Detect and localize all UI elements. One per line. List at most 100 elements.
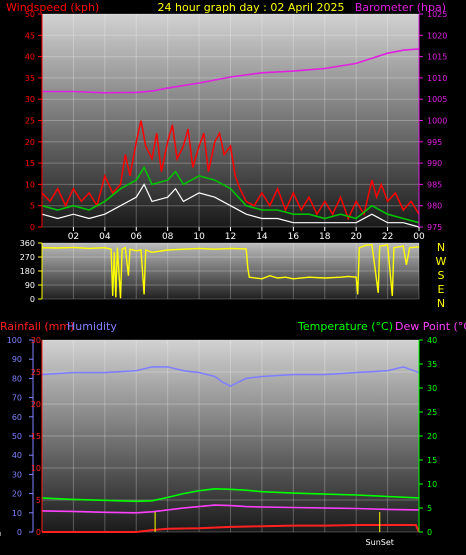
y-right-tick-label: 985: [427, 180, 442, 189]
humidity-tick-label: 0: [17, 528, 22, 537]
x-tick-label: 14: [256, 232, 268, 242]
x-tick-label: 02: [0, 0, 6, 3]
y-right-tick-label: 1015: [427, 53, 447, 62]
y-right-tick-label: 995: [427, 138, 442, 147]
compass-label: W: [436, 255, 447, 268]
temperature-tick-label: 35: [427, 360, 437, 369]
rain-tick-label: 0: [36, 528, 41, 537]
y-left-tick-label: 40: [25, 53, 35, 62]
y-left-tick-label: 30: [25, 95, 35, 104]
x-tick-label: 12: [225, 232, 236, 242]
temperature-tick-label: 10: [427, 480, 437, 489]
rain-tick-label: 5: [36, 496, 41, 505]
x-tick-label: 00: [0, 0, 6, 3]
x-tick-label: 20: [0, 0, 6, 3]
wind-panel-series: [41, 48, 420, 228]
humidity-tick-label: 10: [12, 509, 22, 518]
temperature-tick-label: 30: [427, 384, 437, 393]
humidity-tick-label: 70: [12, 394, 22, 403]
y-left-tick-label: 5: [30, 202, 35, 211]
y-left-tick-label: 25: [25, 117, 35, 126]
humidity-line: [41, 366, 420, 387]
x-tick-label: 04: [0, 0, 6, 3]
sunset-label: SunSet: [366, 538, 394, 547]
rainfall-title: Rainfall (mm): [0, 320, 74, 333]
direction-panel-background: [42, 243, 419, 299]
x-tick-label: 16: [0, 0, 6, 3]
x-tick-label: 14: [0, 0, 6, 3]
y-left-tick-label: 15: [25, 159, 35, 168]
humidity-tick-label: 30: [12, 470, 22, 479]
y-right-tick-label: 980: [427, 202, 442, 211]
y-right-tick-label: 1025: [427, 10, 447, 19]
y-right-tick-label: 990: [427, 159, 442, 168]
y-left-tick-label: 360: [20, 239, 35, 248]
humidity-tick-label: 80: [12, 374, 22, 383]
temperature-line: [41, 487, 420, 503]
y-right-tick-label: 1010: [427, 74, 447, 83]
x-tick-label: 02: [68, 232, 79, 242]
x-tick-label: 00: [413, 232, 425, 242]
compass-label: N: [437, 297, 445, 310]
x-tick-label: 06: [0, 0, 6, 3]
average-speed-line: [41, 165, 420, 224]
compass-label: S: [438, 269, 445, 282]
y-right-tick-label: 1000: [427, 117, 447, 126]
y-left-tick-label: 270: [20, 253, 35, 262]
temperature-tick-label: 15: [427, 456, 437, 465]
x-tick-label: 10: [193, 232, 205, 242]
y-right-tick-label: 975: [427, 223, 442, 232]
x-tick-label: 10: [0, 0, 6, 3]
x-tick-label: 08: [162, 232, 174, 242]
wind-speed-line: [41, 183, 420, 228]
x-tick-label: 18: [0, 0, 6, 3]
x-tick-label: 22: [0, 0, 6, 3]
x-tick-label: 16: [288, 232, 300, 242]
barometer-title: Barometer (hpa): [355, 1, 446, 14]
temperature-tick-label: 25: [427, 408, 437, 417]
compass-label: N: [437, 241, 445, 254]
wind-panel-background: [42, 14, 419, 227]
direction-panel-grid: [42, 242, 420, 300]
gust-line: [41, 120, 420, 221]
humidity-title: Humidity: [67, 320, 117, 333]
barometer-line: [42, 48, 420, 94]
y-left-tick-label: 35: [25, 74, 35, 83]
temperature-tick-label: 0: [427, 528, 432, 537]
compass-label: E: [438, 283, 445, 296]
wind-speed-title: Windspeed (kph): [6, 1, 99, 14]
wind-direction-line: [41, 243, 420, 299]
temperature-panel-series: [41, 366, 420, 533]
temperature-title: Temperature (°C): [297, 320, 393, 333]
x-tick-label: 20: [350, 232, 362, 242]
wind-panel-axes: 0510152025303540455097598098599099510001…: [25, 10, 448, 242]
x-tick-label: 18: [319, 232, 331, 242]
humidity-tick-label: 40: [12, 451, 22, 460]
y-right-tick-label: 1005: [427, 95, 447, 104]
rain-tick-label: 15: [31, 432, 41, 441]
y-left-tick-label: 0: [30, 223, 35, 232]
y-left-tick-label: 180: [20, 267, 35, 276]
dew-point-line: [41, 504, 420, 514]
humidity-tick-label: 60: [12, 413, 22, 422]
x-tick-label: 12: [0, 0, 6, 3]
direction-panel-series: [41, 243, 420, 299]
y-left-tick-label: 50: [25, 10, 35, 19]
x-tick-label: 22: [382, 232, 393, 242]
temperature-tick-label: 5: [427, 504, 432, 513]
x-tick-label: 04: [99, 232, 111, 242]
x-tick-label: 08: [0, 0, 6, 3]
humidity-tick-label: 90: [12, 355, 22, 364]
y-left-tick-label: 45: [25, 31, 35, 40]
humidity-tick-label: 50: [12, 432, 22, 441]
rainfall-line: [42, 524, 420, 533]
y-right-tick-label: 1020: [427, 31, 447, 40]
temperature-tick-label: 40: [427, 336, 437, 345]
y-left-tick-label: 10: [25, 180, 35, 189]
temperature-tick-label: 20: [427, 432, 437, 441]
temperature-panel-axes: 0102030405060708090100051015202530051015…: [0, 0, 438, 547]
dew-point-title: Dew Point (°C): [395, 320, 466, 333]
rain-tick-label: 25: [31, 368, 41, 377]
rain-tick-label: 10: [31, 464, 41, 473]
